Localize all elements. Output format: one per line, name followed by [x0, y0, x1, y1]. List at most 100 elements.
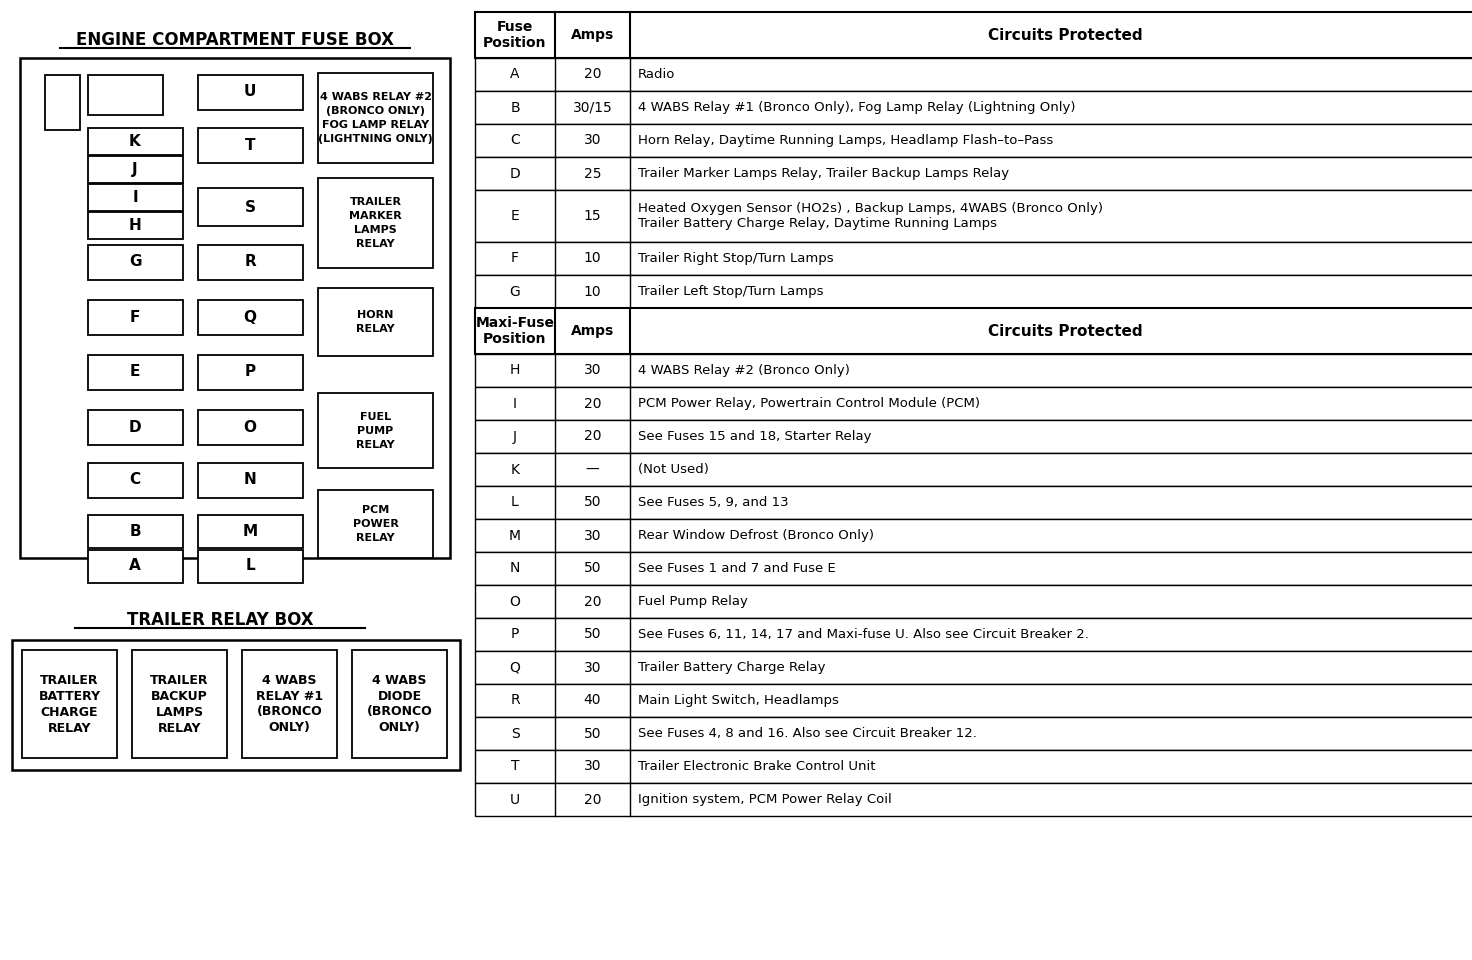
Text: M: M — [243, 523, 258, 539]
Text: POWER: POWER — [353, 519, 399, 529]
Text: A: A — [511, 67, 520, 82]
Text: (Not Used): (Not Used) — [637, 463, 710, 476]
Bar — [199, 550, 303, 583]
Text: C: C — [130, 472, 140, 488]
Text: RELAY: RELAY — [356, 324, 394, 334]
Bar — [475, 91, 1472, 124]
Text: I: I — [132, 190, 138, 205]
Text: Ignition system, PCM Power Relay Coil: Ignition system, PCM Power Relay Coil — [637, 793, 892, 806]
Bar — [475, 354, 1472, 387]
Text: Q: Q — [509, 660, 521, 675]
Text: HORN: HORN — [358, 310, 393, 320]
Text: 50: 50 — [584, 727, 601, 740]
Bar — [46, 75, 79, 130]
Text: TRAILER: TRAILER — [349, 197, 402, 207]
Text: PCM Power Relay, Powertrain Control Module (PCM): PCM Power Relay, Powertrain Control Modu… — [637, 397, 980, 410]
Text: Amps: Amps — [571, 28, 614, 42]
Text: E: E — [511, 209, 520, 223]
Text: Heated Oxygen Sensor (HO2s) , Backup Lamps, 4WABS (Bronco Only)
Trailer Battery : Heated Oxygen Sensor (HO2s) , Backup Lam… — [637, 202, 1103, 230]
Bar — [199, 355, 303, 390]
Bar — [318, 393, 433, 468]
Text: D: D — [128, 420, 141, 435]
Text: PCM: PCM — [362, 505, 389, 515]
Bar — [475, 275, 1472, 308]
Text: U: U — [244, 84, 256, 100]
Bar — [199, 515, 303, 548]
Text: Amps: Amps — [571, 324, 614, 338]
Text: P: P — [244, 365, 256, 379]
Text: RELAY: RELAY — [356, 239, 394, 249]
Text: TRAILER RELAY BOX: TRAILER RELAY BOX — [127, 611, 314, 629]
Text: Fuse
Position: Fuse Position — [483, 20, 546, 50]
Text: TRAILER: TRAILER — [40, 674, 99, 686]
Text: 20: 20 — [584, 594, 601, 609]
Text: 4 WABS: 4 WABS — [262, 674, 316, 686]
Text: Rear Window Defrost (Bronco Only): Rear Window Defrost (Bronco Only) — [637, 529, 874, 542]
Bar — [88, 355, 183, 390]
Text: O: O — [243, 420, 256, 435]
Text: E: E — [130, 365, 140, 379]
Text: MARKER: MARKER — [349, 211, 402, 221]
Text: Circuits Protected: Circuits Protected — [988, 28, 1142, 42]
Text: Main Light Switch, Headlamps: Main Light Switch, Headlamps — [637, 694, 839, 707]
Text: 30/15: 30/15 — [573, 101, 612, 114]
Bar — [475, 453, 1472, 486]
Bar — [88, 184, 183, 211]
Text: K: K — [511, 463, 520, 476]
Text: L: L — [246, 559, 255, 573]
Text: 30: 30 — [584, 759, 601, 774]
Text: R: R — [511, 693, 520, 708]
Bar — [88, 463, 183, 498]
Text: H: H — [128, 218, 141, 233]
Text: 20: 20 — [584, 793, 601, 806]
Bar — [475, 190, 1472, 242]
Text: See Fuses 15 and 18, Starter Relay: See Fuses 15 and 18, Starter Relay — [637, 430, 871, 443]
Text: 4 WABS RELAY #2: 4 WABS RELAY #2 — [319, 92, 431, 102]
Text: T: T — [511, 759, 520, 774]
Bar — [241, 650, 337, 758]
Bar — [475, 308, 1472, 354]
Text: RELAY: RELAY — [158, 722, 202, 734]
Text: 40: 40 — [584, 693, 601, 708]
Bar — [199, 300, 303, 335]
Bar — [318, 178, 433, 268]
Bar — [88, 128, 183, 155]
Text: U: U — [509, 793, 520, 806]
Bar — [475, 420, 1472, 453]
Bar — [475, 552, 1472, 585]
Bar — [318, 73, 433, 163]
Text: ENGINE COMPARTMENT FUSE BOX: ENGINE COMPARTMENT FUSE BOX — [77, 31, 394, 49]
Text: RELAY: RELAY — [356, 533, 394, 543]
Text: 20: 20 — [584, 429, 601, 444]
Text: (BRONCO: (BRONCO — [256, 706, 322, 718]
Bar — [199, 463, 303, 498]
Bar — [475, 157, 1472, 190]
Text: FUEL: FUEL — [361, 412, 392, 421]
Text: N: N — [509, 562, 520, 575]
Text: B: B — [130, 523, 141, 539]
Text: PUMP: PUMP — [358, 425, 393, 436]
Bar — [88, 245, 183, 280]
Text: F: F — [511, 252, 520, 266]
Text: G: G — [509, 284, 521, 299]
Text: C: C — [511, 133, 520, 148]
Text: See Fuses 4, 8 and 16. Also see Circuit Breaker 12.: See Fuses 4, 8 and 16. Also see Circuit … — [637, 727, 977, 740]
Text: TRAILER: TRAILER — [150, 674, 209, 686]
Text: BATTERY: BATTERY — [38, 689, 100, 703]
Text: ONLY): ONLY) — [378, 722, 421, 734]
Bar — [475, 58, 1472, 91]
Text: Q: Q — [243, 309, 256, 324]
Text: 30: 30 — [584, 529, 601, 542]
Bar — [352, 650, 447, 758]
Text: H: H — [509, 364, 520, 377]
Bar — [475, 124, 1472, 157]
Bar — [199, 188, 303, 226]
Text: 20: 20 — [584, 396, 601, 411]
Text: L: L — [511, 495, 518, 510]
Text: See Fuses 5, 9, and 13: See Fuses 5, 9, and 13 — [637, 496, 789, 509]
Text: O: O — [509, 594, 521, 609]
Text: J: J — [132, 162, 138, 177]
Bar — [132, 650, 227, 758]
Text: LAMPS: LAMPS — [156, 706, 203, 718]
Text: S: S — [511, 727, 520, 740]
